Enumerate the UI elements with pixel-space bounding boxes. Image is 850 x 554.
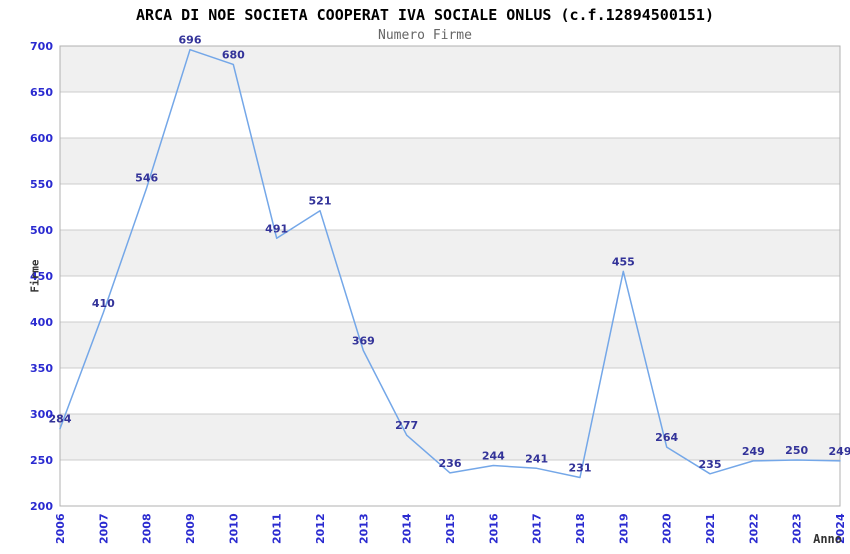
y-tick-label: 300	[30, 408, 53, 421]
y-tick-label: 200	[30, 500, 53, 513]
data-point-label: 546	[135, 172, 158, 185]
x-tick-label: 2022	[747, 513, 760, 544]
data-point-label: 521	[309, 195, 332, 208]
data-point-label: 680	[222, 48, 245, 61]
data-point-label: 249	[829, 445, 850, 458]
data-point-label: 369	[352, 335, 375, 348]
y-tick-label: 350	[30, 362, 53, 375]
data-point-label: 235	[699, 458, 722, 471]
plot-border	[59, 45, 841, 507]
x-tick-label: 2008	[141, 513, 154, 544]
x-tick-label: 2006	[54, 513, 67, 544]
x-tick-label: 2017	[531, 513, 544, 544]
data-point-label: 264	[655, 431, 678, 444]
chart-subtitle: Numero Firme	[378, 28, 472, 43]
y-tick-label: 650	[30, 86, 53, 99]
data-point-label: 236	[439, 457, 462, 470]
x-tick-label: 2016	[487, 513, 500, 544]
x-tick-label: 2010	[227, 513, 240, 544]
plot-band	[60, 184, 840, 230]
x-tick-label: 2021	[704, 513, 717, 544]
data-point-label: 455	[612, 255, 635, 268]
plot-band	[60, 46, 840, 92]
y-tick-label: 600	[30, 132, 53, 145]
data-point-label: 241	[525, 452, 548, 465]
plot-band	[60, 368, 840, 414]
y-tick-label: 450	[30, 270, 53, 283]
data-point-label: 244	[482, 450, 505, 463]
plot-band	[60, 92, 840, 138]
data-point-label: 250	[785, 444, 808, 457]
data-point-label: 249	[742, 445, 765, 458]
x-tick-label: 2011	[271, 513, 284, 544]
x-axis-title: Anno	[813, 532, 842, 546]
y-tick-label: 500	[30, 224, 53, 237]
x-tick-label: 2012	[314, 513, 327, 544]
y-tick-label: 250	[30, 454, 53, 467]
x-tick-label: 2014	[401, 513, 414, 544]
data-point-label: 277	[395, 419, 418, 432]
plot-band	[60, 138, 840, 184]
x-tick-label: 2018	[574, 513, 587, 544]
data-point-label: 696	[179, 34, 202, 47]
y-tick-label: 700	[30, 40, 53, 53]
plot-band	[60, 230, 840, 276]
y-tick-label: 550	[30, 178, 53, 191]
x-tick-label: 2013	[357, 513, 370, 544]
series-line	[59, 48, 841, 479]
chart-title: ARCA DI NOE SOCIETA COOPERAT IVA SOCIALE…	[136, 6, 714, 24]
data-point-label: 491	[265, 222, 288, 235]
x-tick-label: 2020	[661, 513, 674, 544]
y-axis-title: Firme	[28, 259, 42, 293]
data-point-label: 410	[92, 297, 115, 310]
x-tick-label: 2007	[97, 513, 110, 544]
x-tick-label: 2024	[834, 513, 847, 544]
data-point-label: 231	[569, 461, 592, 474]
x-tick-label: 2009	[184, 513, 197, 544]
plot-band	[60, 276, 840, 322]
data-point-label: 284	[49, 413, 72, 426]
x-tick-label: 2019	[617, 513, 630, 544]
plot-band	[60, 414, 840, 460]
x-tick-label: 2015	[444, 513, 457, 544]
plot-band	[60, 322, 840, 368]
y-tick-label: 400	[30, 316, 53, 329]
x-tick-label: 2023	[791, 513, 804, 544]
plot-band	[60, 460, 840, 506]
